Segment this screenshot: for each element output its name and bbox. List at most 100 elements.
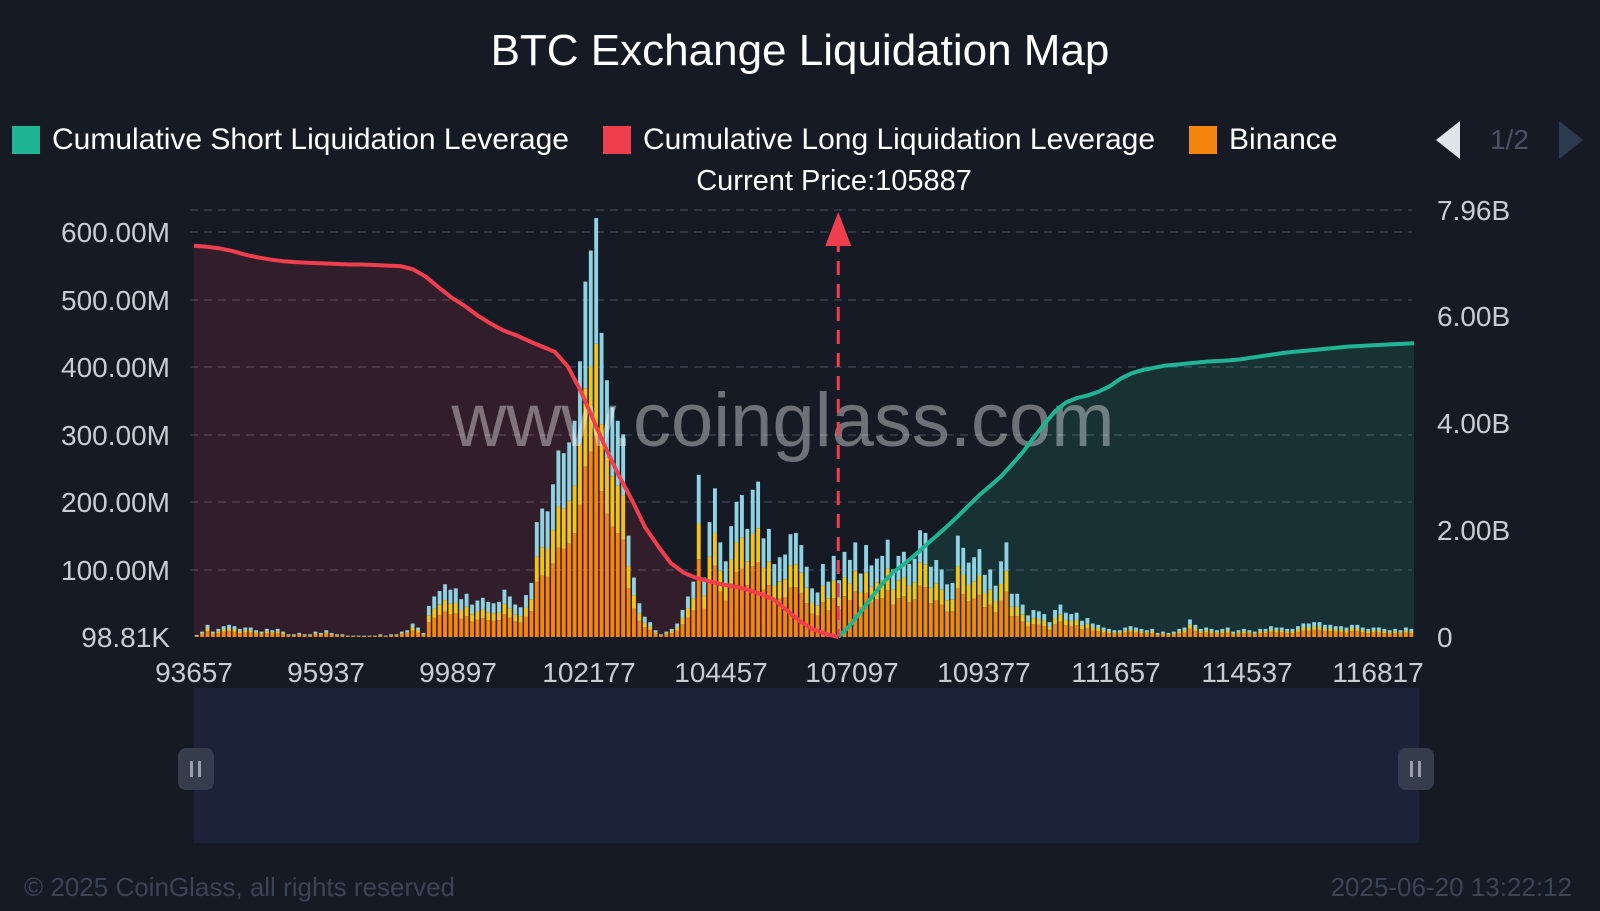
bar-binance [426,622,431,637]
bar-bybit [783,554,788,580]
liquidation-bar [1252,631,1257,637]
bar-binance [928,603,933,637]
bar-bybit [1236,630,1241,633]
bar-okx [934,583,939,601]
liquidation-bar [685,596,690,637]
bar-okx [1117,632,1122,634]
bar-binance [864,592,869,637]
bar-okx [993,601,998,613]
bar-binance [1376,632,1381,637]
liquidation-bar [939,569,944,637]
y-left-tick-label: 600.00M [61,217,170,248]
liquidation-bar [799,545,804,637]
bar-binance [362,636,366,637]
bar-okx [437,604,442,615]
bar-okx [1285,631,1290,634]
bar-okx [1026,621,1030,627]
bar-bybit [583,281,588,389]
legend-item-binance[interactable]: Binance [1189,123,1337,157]
next-page-icon[interactable] [1558,121,1583,159]
bar-binance [486,620,491,637]
liquidation-bar [329,632,334,637]
liquidation-bar [1188,619,1192,637]
bar-okx [529,599,534,612]
bar-bybit [918,530,923,563]
bar-bybit [507,596,512,609]
bar-bybit [1317,622,1322,627]
liquidation-bar [243,627,248,637]
liquidation-bar [1328,624,1333,637]
slider-track[interactable] [194,688,1419,843]
liquidation-bar [955,535,960,637]
liquidation-bar [918,530,923,637]
bar-binance [588,451,593,637]
bar-bybit [847,559,852,584]
bar-okx [777,581,782,599]
liquidation-bar [1263,628,1268,637]
bar-binance [248,632,253,637]
bar-okx [210,633,215,635]
bar-binance [815,615,820,637]
bar-bybit [1090,623,1095,628]
bar-bybit [1069,614,1074,621]
bar-okx [804,587,809,604]
liquidation-bar [750,489,755,637]
bar-binance [259,634,264,637]
bar-okx [621,495,626,540]
bar-binance [1317,629,1322,637]
bar-binance [1295,631,1300,637]
bar-binance [1269,631,1273,637]
bar-bybit [480,597,485,610]
bar-okx [1387,632,1392,634]
bar-bybit [1182,627,1187,631]
bar-okx [702,595,707,609]
bar-binance [1403,632,1408,637]
liquidation-bar [578,361,582,637]
timestamp: 2025-06-20 13:22:12 [1330,872,1572,902]
legend-item-short[interactable]: Cumulative Short Liquidation Leverage [12,123,569,157]
bar-bybit [475,600,480,612]
liquidation-bar [696,474,701,637]
liquidation-bar [594,218,599,637]
bar-okx [1155,634,1160,636]
liquidation-bar [270,630,275,637]
legend-page-count: 1/2 [1490,124,1529,155]
bar-okx [599,424,604,492]
bar-okx [853,570,858,592]
legend-item-long[interactable]: Cumulative Long Liquidation Leverage [603,123,1155,157]
bar-okx [1269,629,1273,632]
bar-binance [578,504,582,637]
bar-okx [788,565,793,588]
liquidation-bar [264,628,269,637]
liquidation-bar [194,634,199,637]
bar-bybit [567,442,572,501]
bar-bybit [1252,631,1257,634]
bar-binance [1063,625,1068,637]
bar-okx [1193,628,1198,632]
liquidation-bar [480,597,485,637]
bar-okx [1403,630,1408,633]
long-cumulative-line [193,243,839,639]
slider-handle-left[interactable] [178,748,214,790]
liquidation-bar [1144,630,1149,637]
bar-okx [1355,628,1360,632]
bar-binance [1247,633,1252,637]
bar-binance [1366,633,1371,637]
bar-bybit [1409,628,1414,632]
bar-okx [826,598,831,611]
bar-binance [1290,633,1295,637]
bar-binance [421,635,426,637]
bar-okx [766,561,771,586]
bar-okx [1182,630,1187,633]
bar-binance [1101,632,1106,637]
liquidation-bar [1236,630,1241,637]
bar-binance [416,632,420,637]
bar-okx [308,635,313,636]
prev-page-icon[interactable] [1436,121,1460,159]
range-slider [178,688,1434,843]
bar-bybit [1101,627,1106,631]
y-left-tick-label: 100.00M [61,555,170,586]
bar-binance [696,559,701,637]
slider-handle-right[interactable] [1398,748,1434,790]
bar-binance [1166,635,1171,637]
